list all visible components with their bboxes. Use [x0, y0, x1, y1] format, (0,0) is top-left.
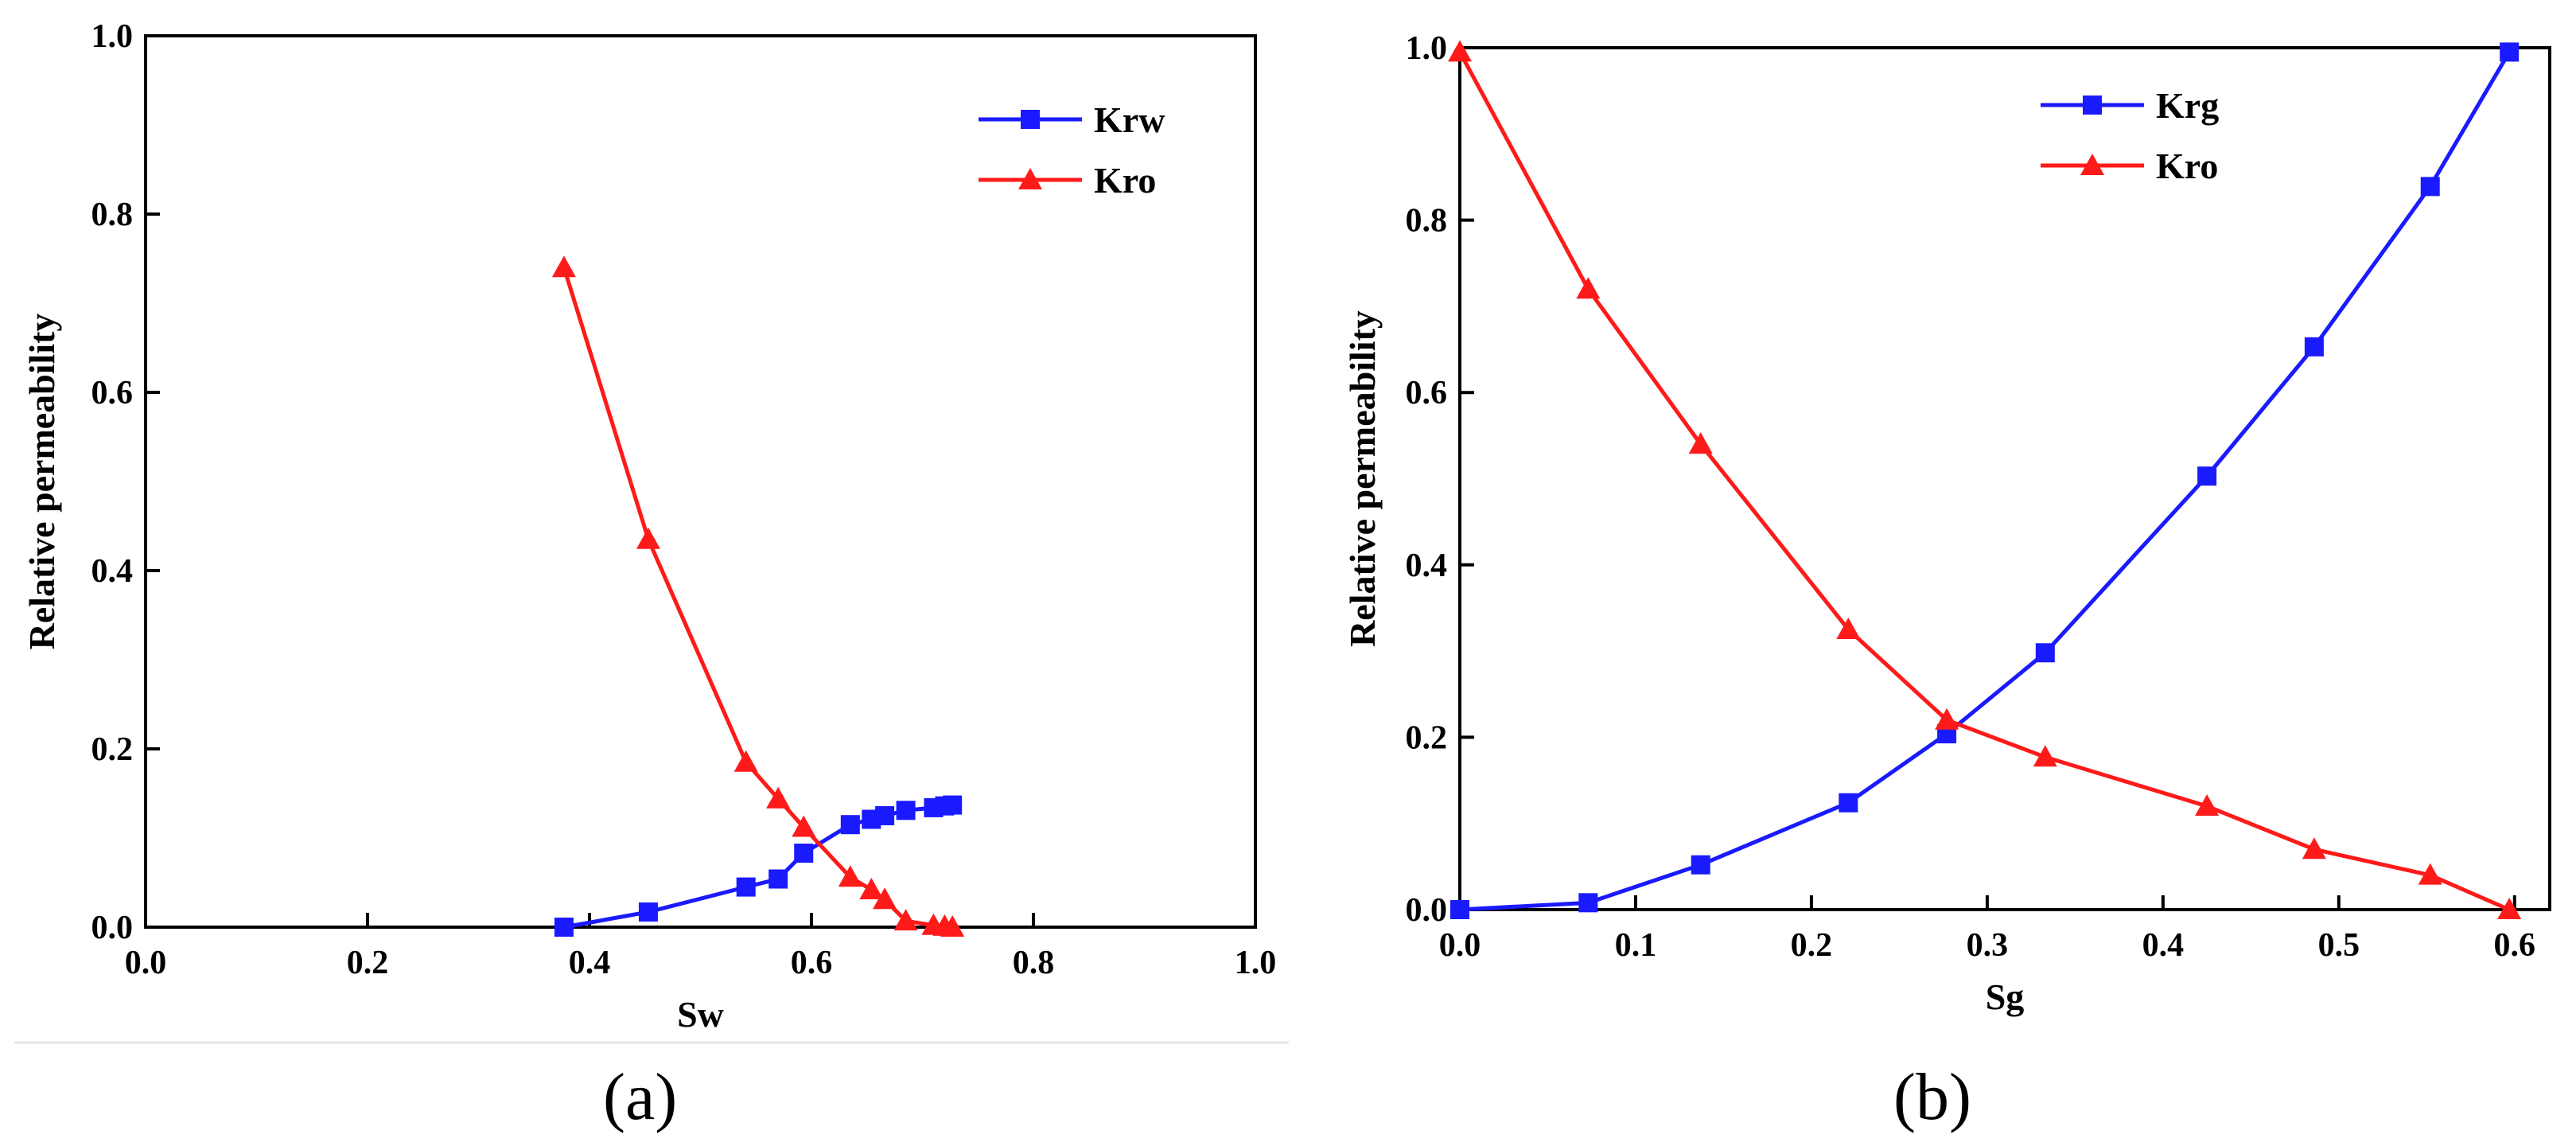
panel-b-xtick-label: 0.0 [1439, 927, 1481, 964]
panel-a-ytick-label: 0.8 [91, 197, 134, 233]
panel-a-xtick-label: 1.0 [1235, 945, 1277, 981]
panel-a-series-krw-point [769, 869, 788, 889]
panel-b-series-krg-point [2304, 337, 2324, 357]
panel-b-series-kro-point [1836, 618, 1861, 640]
panel-b-ytick-label: 0.4 [1406, 548, 1448, 584]
panel-b-xtick-label: 0.4 [2142, 927, 2185, 964]
panel-b-xtick-label: 0.2 [1791, 927, 1833, 964]
panel-a-series-kro-point [873, 887, 897, 910]
panel-b-series-krg-point [2035, 643, 2055, 663]
panel-a-series-kro-point [792, 815, 816, 837]
panel-b-series-krg-point [2420, 177, 2440, 197]
panel-b-legend-krg-marker [2083, 96, 2102, 115]
panel-b-caption: (b) [1893, 1060, 1971, 1134]
panel-a-series-kro-point [940, 915, 965, 937]
panel-b-series-krg-line [1459, 51, 2512, 912]
panel-a-chart: 0.0 0.2 0.4 0.6 0.8 1.0 0.0 0.2 0.4 0.6 0.8 1.0 Sw Re… [21, 18, 1276, 1035]
panel-a-series-kro-point [838, 865, 862, 887]
panel-a-series-kro-point [733, 750, 758, 772]
panel-b-series-kro-point [2418, 863, 2442, 885]
panel-b-frame [1458, 46, 2551, 911]
panel-b-series-krg-point [2500, 42, 2520, 62]
panel-a-legend-krw-marker [1021, 110, 1040, 129]
panel-b-legend-kro-label: Kro [2156, 146, 2218, 186]
panel-b-series-kro-point [2195, 794, 2220, 817]
panel-a-series-kro-point [859, 877, 884, 899]
panel-b-xlabel: Sg [1986, 976, 2025, 1017]
panel-b-series-kro-point [1576, 277, 1601, 299]
panel-b-series-krg-point [1691, 855, 1710, 875]
panel-b-ytick-label: 0.6 [1406, 375, 1448, 411]
panel-b-legend-krg-label: Krg [2156, 85, 2219, 126]
panel-a-series-kro-line [562, 267, 953, 930]
panel-b-xtick-label: 0.5 [2318, 927, 2360, 964]
panel-a-caption: (a) [603, 1060, 678, 1134]
panel-a-ytick-label: 0.6 [91, 375, 134, 411]
panel-a-xtick-label: 0.2 [347, 945, 389, 981]
panel-a-series-krw-point [736, 877, 756, 897]
panel-a-ytick-label: 0.4 [91, 553, 134, 590]
panel-a-series-kro-point [551, 255, 576, 278]
panel-b-ytick-label: 1.0 [1406, 30, 1448, 67]
panel-a-series-krw-point [794, 844, 814, 863]
panel-a-xtick-label: 0.0 [125, 945, 167, 981]
panel-b-series-krg-point [2197, 466, 2217, 486]
panel-b-series-krg-point [1450, 900, 1469, 919]
panel-b-xtick-label: 0.3 [1967, 927, 2009, 964]
panel-b-series-kro-point [1688, 432, 1713, 454]
panel-a-series-krw-point [554, 918, 574, 937]
panel-b-series-kro-point [1935, 707, 1959, 730]
panel-b-ytick-label: 0.8 [1406, 203, 1448, 240]
panel-b-legend-kro-marker [2080, 154, 2104, 175]
panel-b-series-kro-line [1457, 51, 2511, 912]
panel-b-ytick-label: 0.2 [1406, 719, 1448, 756]
panel-a-legend-krw-label: Krw [1094, 99, 1165, 140]
panel-b-series-kro-point [1448, 40, 1472, 62]
panel-a-legend-kro-marker [1018, 168, 1042, 189]
panel-b-xtick-label: 0.1 [1615, 927, 1657, 964]
panel-b-series-kro-point [2302, 837, 2326, 860]
panel-b-ytick-label: 0.0 [1406, 892, 1448, 929]
panel-a-series-krw-point [943, 795, 963, 815]
panel-a-series-krw-point [896, 801, 916, 821]
panel-b-xtick-label: 0.6 [2494, 927, 2536, 964]
panel-a-frame [144, 34, 1257, 929]
panel-a-series-kro-point [636, 527, 660, 549]
panel-a-xtick-label: 0.4 [569, 945, 611, 981]
panel-a-series-krw-point [840, 815, 860, 835]
panel-a-series-krw-point [638, 902, 658, 922]
panel-b-series-krg-point [1839, 793, 1858, 813]
panel-a-series-kro-point [893, 909, 918, 931]
panel-a-ytick-label: 1.0 [91, 18, 134, 55]
panel-b-ylabel: Relative permeability [1342, 310, 1383, 647]
panel-b-series-kro-point [2497, 898, 2522, 919]
panel-a-xtick-label: 0.6 [791, 945, 833, 981]
panel-b-series-krg-point [1578, 893, 1598, 913]
panel-a-ytick-label: 0.2 [91, 731, 134, 768]
panel-a-series-kro-point [766, 786, 791, 809]
panel-a-xtick-label: 0.8 [1013, 945, 1055, 981]
panel-a-series-krw-point [875, 806, 895, 825]
panel-b-series-kro-point [2033, 745, 2057, 767]
panel-b-chart: 0.0 0.1 0.2 0.3 0.4 0.5 0.6 0.0 0.2 0.4 0.6 0.8 1.0 S… [1342, 30, 2551, 1017]
panel-a-ylabel: Relative permeability [21, 314, 62, 650]
panel-a-xlabel: Sw [677, 994, 724, 1035]
panel-a-ytick-label: 0.0 [91, 910, 134, 946]
panel-a-legend-kro-label: Kro [1094, 160, 1156, 201]
